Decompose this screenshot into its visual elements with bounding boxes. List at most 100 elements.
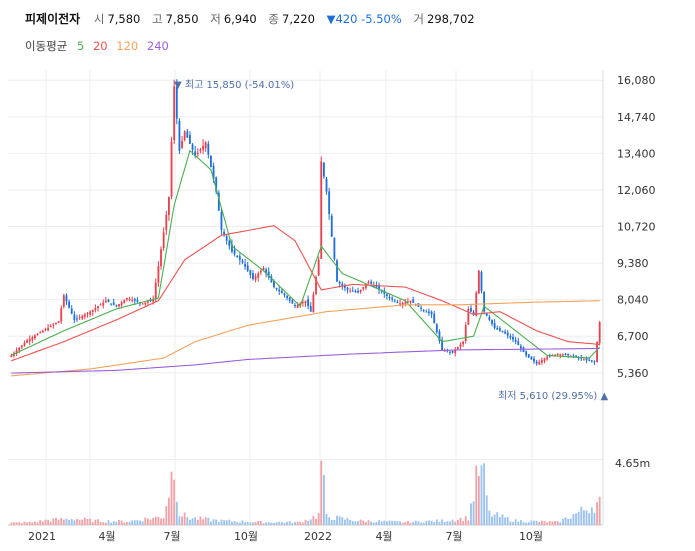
- candle-body: [294, 305, 296, 307]
- candle-body: [467, 308, 470, 325]
- volume-bar: [257, 521, 260, 525]
- candle-body: [375, 285, 378, 288]
- volume-bar: [583, 510, 585, 525]
- volume-bar: [144, 517, 147, 525]
- volume-bar: [391, 520, 394, 525]
- candle-body: [244, 263, 247, 267]
- volume-bar: [598, 496, 601, 525]
- candle-body: [41, 330, 44, 333]
- candle-body: [441, 339, 444, 350]
- candle-body: [107, 299, 110, 303]
- candle-body: [543, 358, 546, 362]
- change-down-icon: ▼: [326, 12, 336, 26]
- volume-bar: [165, 506, 168, 525]
- volume-bar: [196, 519, 199, 525]
- volume-bar: [220, 519, 223, 525]
- volume-bar: [115, 521, 118, 525]
- candle-body: [110, 303, 113, 305]
- ma-120-label: 120: [116, 39, 139, 53]
- volume-bar: [464, 516, 467, 525]
- volume-bar: [412, 521, 415, 525]
- candle-body: [386, 294, 388, 296]
- candle-body: [120, 302, 123, 306]
- candle-body: [430, 311, 433, 315]
- candle-body: [89, 311, 92, 315]
- candle-body: [125, 298, 128, 300]
- volume-bar: [443, 522, 446, 525]
- ma-5-line: [11, 149, 601, 359]
- open-value: 7,580: [107, 12, 141, 26]
- volume-bar: [401, 522, 404, 525]
- candle-body: [76, 318, 78, 320]
- volume-bar: [167, 497, 170, 525]
- volume-bar: [459, 517, 462, 525]
- candle-body: [330, 215, 333, 237]
- candle-body: [81, 315, 84, 319]
- candle-body: [91, 309, 94, 312]
- candle-body: [575, 355, 577, 358]
- moving-average-lines: [11, 149, 601, 377]
- volume-bar: [91, 522, 94, 525]
- volume-bar: [493, 514, 496, 525]
- candle-body: [567, 353, 570, 356]
- price-tick-label: 14,740: [617, 111, 656, 124]
- price-tick-label: 10,720: [617, 221, 656, 234]
- volume-bar: [52, 518, 55, 525]
- volume-bar: [241, 520, 244, 525]
- volume-bar: [41, 521, 44, 525]
- candle-body: [354, 291, 357, 293]
- max-price-annotation: ▼ 최고 15,850 (-54.01%): [174, 79, 294, 91]
- volume-bar: [10, 522, 13, 525]
- volume-bar: [590, 507, 593, 525]
- volume-bar: [420, 522, 422, 525]
- volume-bar: [189, 519, 191, 525]
- candle-body: [259, 270, 262, 273]
- volume-bar: [567, 518, 570, 525]
- candle-body: [202, 145, 204, 150]
- volume-bar: [254, 521, 257, 525]
- candle-body: [304, 300, 307, 304]
- volume-bar: [296, 521, 299, 525]
- candle-body: [68, 301, 71, 308]
- volume-bar: [13, 522, 15, 525]
- volume-bar: [123, 522, 126, 525]
- candle-body: [78, 317, 81, 319]
- volume-bar: [173, 479, 176, 525]
- candle-body: [370, 281, 373, 284]
- volume-bar: [125, 521, 128, 525]
- candle-body: [501, 330, 504, 333]
- candle-body: [336, 260, 338, 282]
- candle-body: [422, 310, 425, 312]
- volume-bar: [362, 520, 365, 525]
- candle-body: [44, 329, 47, 331]
- candle-body: [189, 135, 191, 144]
- candle-body: [367, 281, 370, 284]
- candle-body: [183, 131, 186, 141]
- volume-bar: [44, 519, 47, 525]
- volume-bar: [543, 521, 546, 525]
- candle-body: [194, 151, 197, 157]
- volume-bar: [435, 519, 438, 525]
- volume-bar: [454, 521, 457, 525]
- candle-body: [338, 281, 341, 284]
- volume-bar: [504, 517, 507, 525]
- volume-bar: [112, 521, 115, 525]
- volume-bar: [204, 517, 207, 525]
- candle-body: [97, 306, 99, 309]
- candle-body: [249, 270, 252, 275]
- candle-body: [278, 289, 281, 292]
- volume-bar: [428, 520, 430, 525]
- candle-body: [357, 290, 359, 293]
- volume-bar: [472, 501, 475, 525]
- candle-body: [154, 282, 157, 300]
- volume-bar: [186, 517, 189, 525]
- volume-bar: [349, 519, 352, 525]
- volume-bar: [228, 519, 231, 525]
- volume-bar: [26, 522, 28, 525]
- candle-body: [391, 297, 394, 300]
- candle-body: [325, 178, 328, 192]
- volume-bar: [133, 520, 136, 525]
- date-tick-label: 2021: [28, 530, 56, 543]
- volume-bar: [199, 516, 202, 525]
